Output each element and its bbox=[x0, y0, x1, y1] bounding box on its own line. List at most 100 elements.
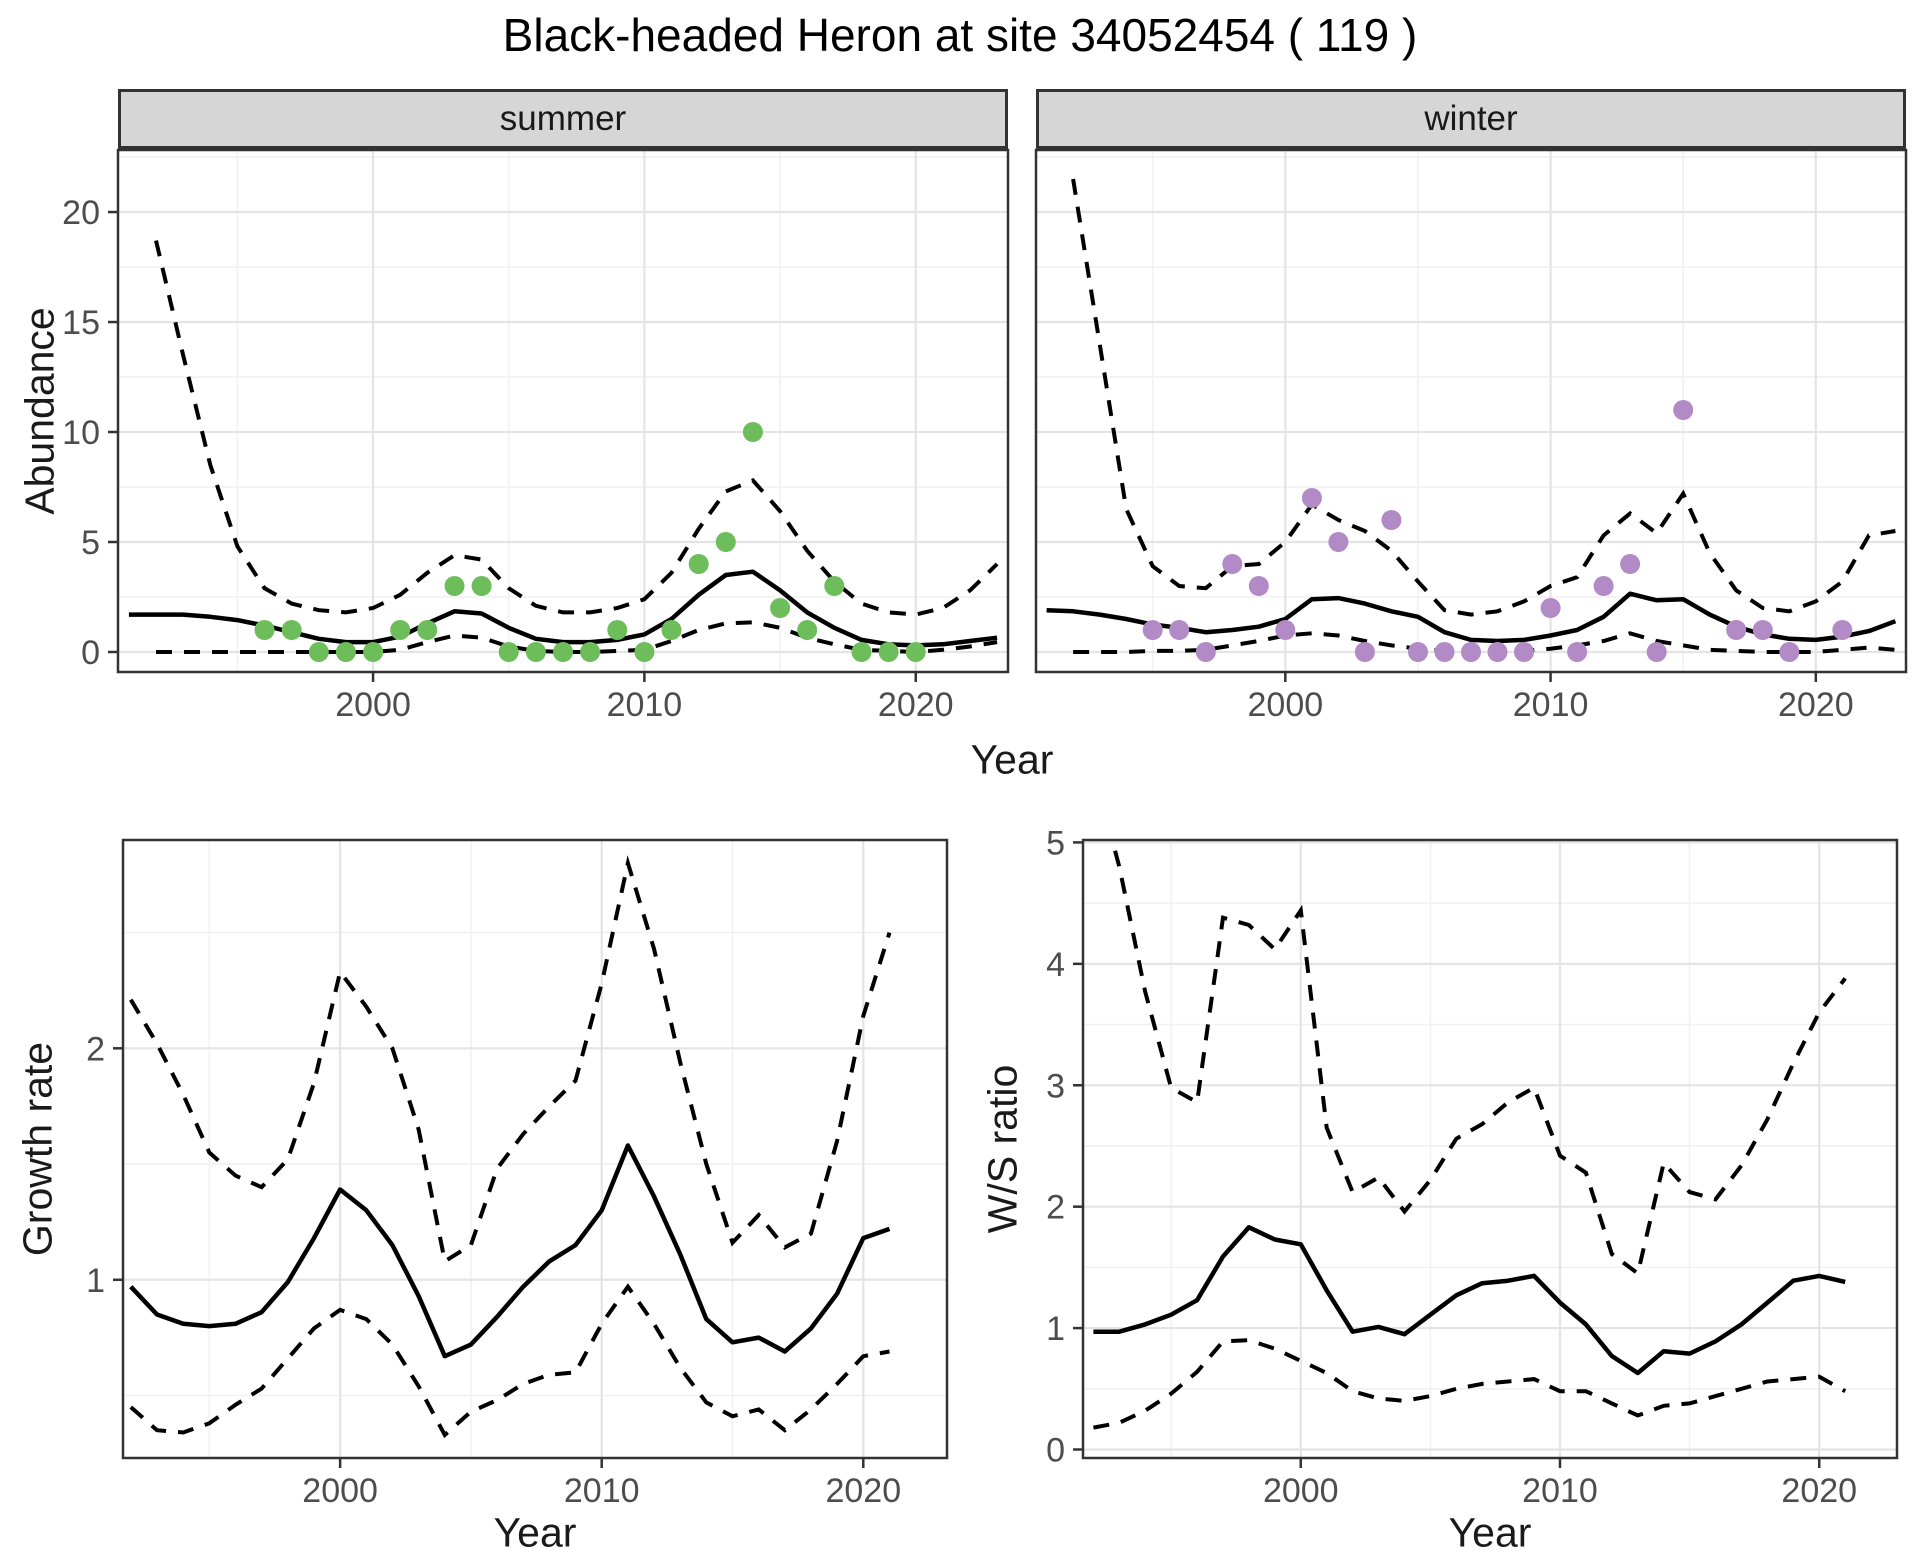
axis-ticks: 2000 2010 2020 1 2 bbox=[86, 1030, 901, 1510]
data-point bbox=[770, 598, 791, 618]
data-point bbox=[1381, 510, 1402, 530]
data-point bbox=[390, 620, 411, 640]
x-tick-label: 2010 bbox=[564, 1472, 640, 1510]
data-point bbox=[1620, 554, 1641, 574]
mean-line bbox=[129, 1143, 891, 1359]
y-tick-label: 3 bbox=[1046, 1067, 1065, 1105]
axis-ticks: 2000 2010 2020 bbox=[1248, 672, 1854, 724]
panel-ws_ratio: 2000 2010 2020 0 1 2 3 4 5 bbox=[1046, 824, 1899, 1510]
data-point bbox=[1593, 576, 1614, 596]
data-point bbox=[1540, 598, 1561, 618]
panel-border bbox=[1081, 838, 1899, 1460]
x-tick-label: 2000 bbox=[1248, 686, 1324, 724]
x-tick-label: 2020 bbox=[825, 1472, 901, 1510]
mean-line bbox=[1093, 1225, 1846, 1376]
data-point bbox=[851, 642, 872, 662]
x-tick-label: 2010 bbox=[1522, 1472, 1598, 1510]
page-title: Black-headed Heron at site 34052454 ( 11… bbox=[502, 9, 1418, 61]
data-point bbox=[1646, 642, 1667, 662]
ci-upper-line bbox=[129, 855, 892, 1265]
y-tick-label: 0 bbox=[1046, 1432, 1065, 1470]
facet-strip-winter: winter bbox=[1036, 89, 1906, 149]
data-point bbox=[1248, 576, 1269, 596]
data-point bbox=[335, 642, 356, 662]
data-point bbox=[1169, 620, 1190, 640]
data-point bbox=[1195, 642, 1216, 662]
data-point bbox=[498, 642, 519, 662]
y-tick-label: 4 bbox=[1046, 946, 1065, 984]
data-point bbox=[1487, 642, 1508, 662]
panel-abundance_winter: 2000 2010 2020 bbox=[1034, 148, 1908, 724]
data-point bbox=[824, 576, 845, 596]
data-point bbox=[525, 642, 546, 662]
data-point bbox=[1752, 620, 1773, 640]
data-point bbox=[607, 620, 628, 640]
gridlines bbox=[1083, 840, 1897, 1458]
y-tick-label: 2 bbox=[1046, 1189, 1065, 1227]
panel-border bbox=[1034, 148, 1908, 674]
data-point bbox=[580, 642, 601, 662]
growth-x-axis-title: Year bbox=[493, 1509, 577, 1556]
data-point bbox=[1328, 532, 1349, 552]
x-tick-label: 2010 bbox=[1513, 686, 1589, 724]
data-point bbox=[1434, 642, 1455, 662]
panel-border bbox=[116, 148, 1010, 674]
data-point bbox=[1673, 400, 1694, 420]
x-tick-label: 2020 bbox=[878, 686, 954, 724]
data-point bbox=[878, 642, 899, 662]
axis-ticks: 2000 2010 2020 0 1 2 3 4 5 bbox=[1046, 824, 1857, 1510]
ci-upper-line bbox=[1071, 178, 1896, 617]
data-point bbox=[1567, 642, 1588, 662]
panel-border bbox=[121, 838, 949, 1460]
data-point bbox=[281, 620, 302, 640]
growth-y-axis-title: Growth rate bbox=[14, 1041, 61, 1257]
data-point bbox=[444, 576, 465, 596]
y-tick-label: 5 bbox=[81, 524, 100, 562]
x-tick-label: 2020 bbox=[1781, 1472, 1857, 1510]
panel-growth_rate: 2000 2010 2020 1 2 bbox=[86, 838, 949, 1510]
y-tick-label: 15 bbox=[62, 304, 100, 342]
data-point bbox=[553, 642, 573, 662]
data-point bbox=[308, 642, 329, 662]
data-point bbox=[1726, 620, 1747, 640]
ci-upper-line bbox=[1110, 840, 1847, 1277]
x-tick-label: 2010 bbox=[607, 686, 683, 724]
observation-points bbox=[1142, 400, 1853, 662]
gridlines bbox=[118, 150, 1008, 672]
data-point bbox=[688, 554, 709, 574]
top-x-axis-title: Year bbox=[970, 736, 1054, 783]
y-tick-label: 1 bbox=[1046, 1310, 1065, 1348]
data-point bbox=[1779, 642, 1800, 662]
y-tick-label: 10 bbox=[62, 414, 100, 452]
data-point bbox=[1514, 642, 1534, 662]
panel-background bbox=[1083, 840, 1897, 1458]
data-point bbox=[634, 642, 655, 662]
ci-lower-line bbox=[129, 1283, 890, 1439]
x-tick-label: 2000 bbox=[335, 686, 411, 724]
ci-lower-line bbox=[1093, 1338, 1847, 1430]
data-point bbox=[1354, 642, 1375, 662]
facet-strip-summer: summer bbox=[118, 89, 1008, 149]
x-tick-label: 2020 bbox=[1778, 686, 1854, 724]
axis-ticks: 2000 2010 2020 0 5 10 15 20 bbox=[62, 194, 953, 724]
series bbox=[129, 855, 892, 1439]
data-point bbox=[471, 576, 492, 596]
y-tick-label: 2 bbox=[86, 1030, 105, 1068]
ws-x-axis-title: Year bbox=[1448, 1509, 1532, 1556]
data-point bbox=[417, 620, 438, 640]
panel-abundance_summer: 2000 2010 2020 0 5 10 15 20 bbox=[62, 148, 1010, 724]
data-point bbox=[715, 532, 736, 552]
data-point bbox=[742, 422, 763, 442]
abundance-y-axis-title: Abundance bbox=[16, 307, 63, 515]
panel-background bbox=[118, 150, 1008, 672]
data-point bbox=[797, 620, 818, 640]
ws-y-axis-title: W/S ratio bbox=[979, 1064, 1026, 1234]
data-point bbox=[363, 642, 384, 662]
x-tick-label: 2000 bbox=[302, 1472, 378, 1510]
observation-points bbox=[254, 422, 926, 662]
y-tick-label: 1 bbox=[86, 1262, 105, 1300]
y-tick-label: 5 bbox=[1046, 824, 1065, 862]
y-tick-label: 0 bbox=[81, 634, 100, 672]
ci-upper-line bbox=[154, 240, 999, 617]
